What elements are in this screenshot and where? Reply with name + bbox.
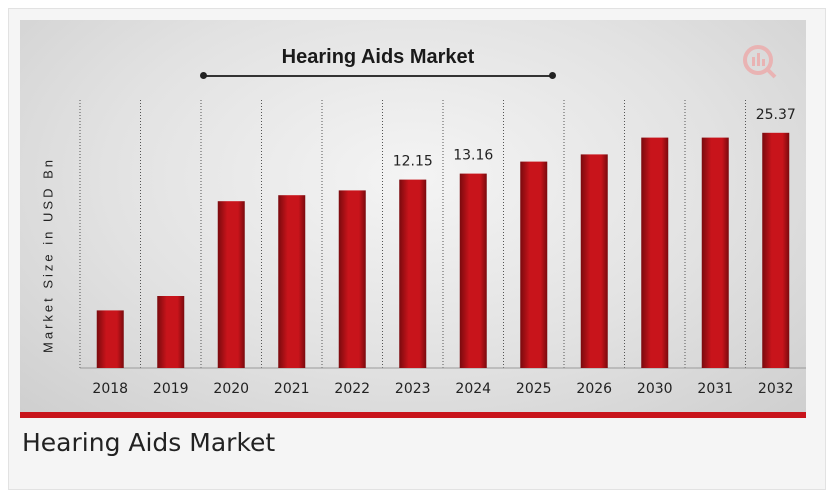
x-tick-label: 2025 <box>516 381 552 397</box>
bar-2030 <box>641 137 669 368</box>
bar-2022 <box>338 190 366 368</box>
bar-chart-plot: 2018 2019 2020 2021 2022 2023 12.15 2024 13.16 20… <box>79 100 806 397</box>
mrfr-logo-icon <box>740 42 780 82</box>
x-tick-label: 2031 <box>697 381 733 397</box>
x-tick-label: 2022 <box>334 381 370 397</box>
chart-panel: Hearing Aids Market Market Size in USD B… <box>20 20 806 412</box>
x-tick-label: 2021 <box>274 381 310 397</box>
title-underline <box>204 75 552 77</box>
chart-title: Hearing Aids Market <box>281 46 475 68</box>
bar-2019 <box>157 296 185 368</box>
bar-2025 <box>520 161 548 368</box>
x-tick-label: 2019 <box>153 381 189 397</box>
figure-caption: Hearing Aids Market <box>22 428 276 457</box>
x-tick-label: 2024 <box>455 381 491 397</box>
bar-2024 <box>459 173 487 368</box>
bar-2021 <box>278 195 306 368</box>
x-tick-label: 2023 <box>395 381 431 397</box>
x-tick-label: 2018 <box>92 381 128 397</box>
chart-title-group: Hearing Aids Market <box>200 42 556 82</box>
bar-2026 <box>580 154 608 368</box>
data-label: 13.16 <box>453 148 493 164</box>
x-tick-label: 2020 <box>213 381 249 397</box>
title-dot-left <box>200 72 207 79</box>
title-dot-right <box>549 72 556 79</box>
data-label: 12.15 <box>393 154 433 170</box>
bar-2031 <box>701 137 729 368</box>
bar-2032 <box>762 132 790 368</box>
x-tick-label: 2030 <box>637 381 673 397</box>
x-tick-label: 2026 <box>576 381 612 397</box>
bar-2018 <box>96 310 124 368</box>
caption-divider <box>20 412 806 418</box>
data-label: 25.37 <box>756 107 796 123</box>
x-tick-label: 2032 <box>758 381 794 397</box>
bar-2020 <box>217 201 245 368</box>
bar-2023 <box>399 179 427 368</box>
